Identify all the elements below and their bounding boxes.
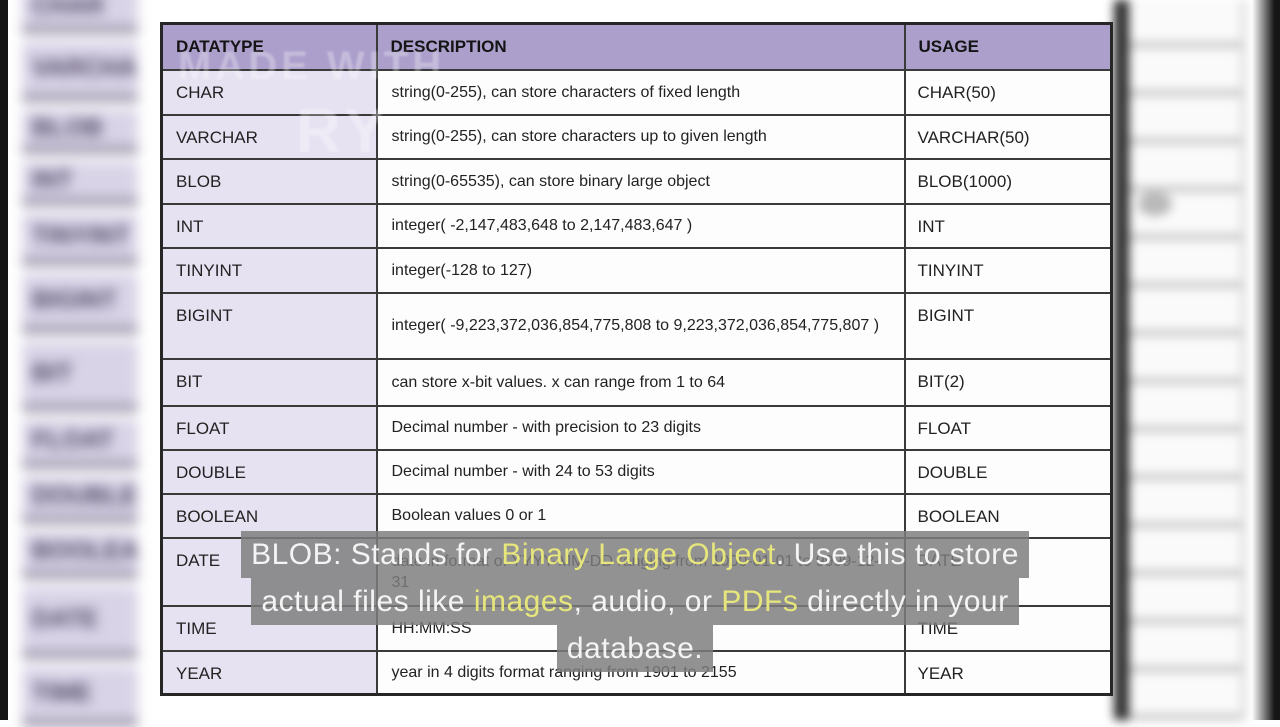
blurred-label: DATE: [32, 604, 99, 633]
caption-box: BLOB: Stands for Binary Large Object. Us…: [241, 531, 1029, 578]
datatype-cell: BIT: [160, 357, 378, 407]
caption-box: actual files like images, audio, or PDFs…: [251, 578, 1019, 625]
caption-text: , audio, or: [573, 585, 722, 618]
blurred-label: INT: [32, 165, 73, 194]
usage-cell: BIT(2): [903, 357, 1113, 407]
blurred-background-right: [1114, 0, 1264, 720]
blurred-cell: VARCHAR: [22, 42, 138, 102]
blurred-label: TINYINT: [32, 221, 130, 250]
caption-highlight: PDFs: [721, 585, 799, 618]
caption-text: actual files like: [261, 585, 474, 618]
table-row: BOOLEAN Boolean values 0 or 1 BOOLEAN: [160, 492, 1113, 539]
usage-cell: TINYINT: [903, 246, 1113, 294]
usage-cell: CHAR(50): [903, 68, 1113, 116]
blurred-text-smudge: [1138, 192, 1172, 216]
caption-line-1: BLOB: Stands for Binary Large Object. Us…: [0, 531, 1270, 578]
left-black-edge: [0, 0, 8, 720]
table-header-row: DATATYPE DESCRIPTION USAGE: [160, 22, 1113, 71]
caption-highlight: images: [473, 585, 574, 618]
blurred-cell: TIME: [22, 667, 138, 727]
description-cell: string(0-255), can store characters up t…: [375, 113, 906, 160]
datatype-cell: BOOLEAN: [160, 492, 378, 539]
description-cell: integer( -2,147,483,648 to 2,147,483,647…: [375, 202, 906, 249]
table-row: VARCHAR string(0-255), can store charact…: [160, 113, 1113, 160]
caption-line-2: actual files like images, audio, or PDFs…: [0, 578, 1270, 625]
blurred-cell: DOUBLE: [22, 477, 138, 524]
blurred-background-left: CHAR VARCHAR BLOB INT TINYINT BIGINT BIT…: [10, 0, 142, 727]
watermark-text: MADE WITH: [178, 44, 446, 88]
blurred-column-line: [1241, 0, 1246, 720]
blurred-cell: BIT: [22, 342, 138, 412]
blurred-label: DOUBLE: [32, 482, 138, 510]
datatype-cell: TINYINT: [160, 246, 378, 294]
table-row: DOUBLE Decimal number - with 24 to 53 di…: [160, 448, 1113, 495]
datatype-cell: CHAR: [160, 68, 378, 116]
blurred-rows: [1129, 0, 1241, 720]
description-cell: can store x-bit values. x can range from…: [375, 357, 906, 407]
usage-cell: FLOAT: [903, 404, 1113, 451]
table-row: TINYINT integer(-128 to 127) TINYINT: [160, 246, 1113, 294]
caption-text: . Use this to store: [776, 538, 1019, 571]
blurred-table-border: [1114, 0, 1129, 720]
blurred-cell: FLOAT: [22, 420, 138, 469]
blurred-cell: BOOLEAN: [22, 532, 138, 579]
usage-cell: DOUBLE: [903, 448, 1113, 495]
description-cell: integer(-128 to 127): [375, 246, 906, 294]
datatype-cell: VARCHAR: [160, 113, 378, 160]
description-cell: Decimal number - with 24 to 53 digits: [375, 448, 906, 495]
blurred-label: FLOAT: [32, 426, 114, 454]
blurred-label: BIT: [32, 358, 73, 387]
description-cell: string(0-255), can store characters of f…: [375, 68, 906, 116]
header-datatype: DATATYPE: [160, 22, 378, 71]
usage-cell: BIGINT: [903, 291, 1113, 360]
table-row: INT integer( -2,147,483,648 to 2,147,483…: [160, 202, 1113, 249]
subtitle-caption: BLOB: Stands for Binary Large Object. Us…: [0, 531, 1270, 672]
table-row: FLOAT Decimal number - with precision to…: [160, 404, 1113, 451]
description-cell: string(0-65535), can store binary large …: [375, 157, 906, 205]
caption-highlight: Binary Large Object: [501, 538, 776, 571]
blurred-cell: BIGINT: [22, 274, 138, 334]
blurred-cell: DATE: [22, 587, 138, 659]
blurred-label: BOOLEAN: [32, 537, 138, 565]
blurred-cell: TINYINT: [22, 214, 138, 266]
datatype-cell: YEAR: [160, 649, 378, 696]
caption-text: BLOB: Stands for: [251, 538, 502, 571]
blurred-cell: INT: [22, 162, 138, 206]
watermark-text: RY.: [296, 97, 409, 166]
blurred-label: BLOB: [32, 113, 103, 142]
caption-text: directly in your: [798, 585, 1009, 618]
datatype-cell: DOUBLE: [160, 448, 378, 495]
caption-text: database.: [566, 632, 704, 665]
usage-cell: INT: [903, 202, 1113, 249]
blurred-label: BIGINT: [32, 285, 117, 314]
usage-cell: VARCHAR(50): [903, 113, 1113, 160]
header-description: DESCRIPTION: [375, 22, 906, 71]
blurred-cell: BLOB: [22, 110, 138, 154]
table-row: BIGINT integer( -9,223,372,036,854,775,8…: [160, 291, 1113, 360]
datatype-cell: BLOB: [160, 157, 378, 205]
header-usage: USAGE: [903, 22, 1113, 71]
datatype-cell: BIGINT: [160, 291, 378, 360]
table-row: BLOB string(0-65535), can store binary l…: [160, 157, 1113, 205]
blurred-label: TIME: [32, 678, 92, 707]
description-cell: integer( -9,223,372,036,854,775,808 to 9…: [375, 291, 906, 360]
usage-cell: BOOLEAN: [903, 492, 1113, 539]
blurred-label: VARCHAR: [32, 53, 138, 82]
usage-cell: BLOB(1000): [903, 157, 1113, 205]
usage-cell: YEAR: [903, 649, 1113, 696]
table-row: CHAR string(0-255), can store characters…: [160, 68, 1113, 116]
caption-box: database.: [556, 625, 714, 672]
datatype-cell: INT: [160, 202, 378, 249]
datatype-cell: FLOAT: [160, 404, 378, 451]
blurred-cell: CHAR: [22, 0, 138, 34]
blurred-label: CHAR: [32, 0, 105, 20]
right-dark-edge-gradient: [1252, 0, 1280, 720]
description-cell: Decimal number - with precision to 23 di…: [375, 404, 906, 451]
table-row: BIT can store x-bit values. x can range …: [160, 357, 1113, 407]
caption-line-3: database.: [0, 625, 1270, 672]
description-cell: Boolean values 0 or 1: [375, 492, 906, 539]
